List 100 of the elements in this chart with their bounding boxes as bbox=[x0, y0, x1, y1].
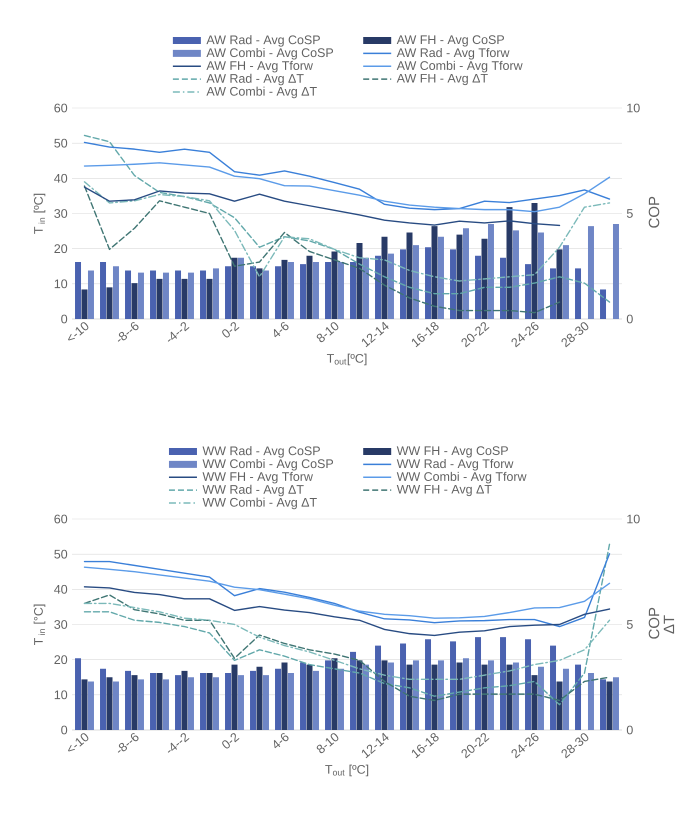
bar bbox=[125, 670, 132, 730]
legend-label: WW FH - Avg CoSP bbox=[396, 446, 508, 458]
y-axis-title: T $_{in}$ [ºC] bbox=[34, 194, 46, 234]
bar bbox=[106, 287, 112, 319]
bar bbox=[200, 270, 206, 319]
bar bbox=[200, 673, 206, 730]
x-tick-label: -4--2 bbox=[168, 322, 190, 342]
bar bbox=[438, 660, 444, 730]
bar bbox=[75, 262, 82, 319]
bar bbox=[525, 639, 532, 730]
bar bbox=[188, 677, 194, 730]
bar bbox=[175, 675, 182, 730]
x-tick-label: -4--2 bbox=[168, 733, 190, 753]
legend-label: WW Rad - Avg ΔT bbox=[202, 484, 304, 496]
bar bbox=[500, 258, 506, 319]
bar bbox=[262, 270, 269, 319]
bar bbox=[112, 266, 119, 319]
line-series bbox=[84, 186, 560, 226]
bar bbox=[512, 662, 519, 730]
bar bbox=[282, 260, 288, 319]
bar bbox=[212, 677, 219, 730]
bar bbox=[312, 262, 319, 319]
bar bbox=[412, 245, 419, 319]
bar bbox=[288, 262, 294, 319]
x-axis-title: T$_{out}$ [ºC] bbox=[325, 764, 368, 776]
line-series bbox=[84, 566, 610, 619]
y-tick-label: 50 bbox=[54, 550, 68, 559]
bar bbox=[462, 658, 469, 730]
bar bbox=[500, 637, 506, 730]
x-tick-label: -8--6 bbox=[118, 733, 139, 753]
x-tick-label: 8-10 bbox=[316, 322, 338, 342]
bar bbox=[188, 272, 194, 319]
bar bbox=[175, 270, 182, 319]
y-tick-label: 20 bbox=[54, 655, 68, 664]
bar bbox=[150, 270, 156, 319]
bar bbox=[600, 679, 606, 730]
line-series bbox=[84, 586, 610, 636]
bar bbox=[75, 658, 82, 730]
bar bbox=[525, 264, 532, 319]
bar bbox=[488, 224, 494, 319]
line-series bbox=[84, 134, 610, 303]
y2-tick-label: 10 bbox=[627, 514, 640, 524]
bar bbox=[162, 679, 169, 730]
bar bbox=[406, 664, 412, 730]
bar bbox=[125, 270, 132, 319]
bar bbox=[206, 278, 212, 319]
y2-tick-label: 5 bbox=[626, 209, 633, 218]
bar bbox=[538, 666, 544, 730]
y2-tick-label: 0 bbox=[626, 314, 633, 324]
bar bbox=[506, 664, 512, 730]
bar bbox=[456, 662, 462, 730]
bar bbox=[588, 226, 594, 319]
bar bbox=[325, 262, 332, 319]
x-tick-label: <-10 bbox=[68, 733, 88, 752]
y-tick-label: 60 bbox=[54, 514, 68, 524]
bar bbox=[462, 228, 469, 319]
bar bbox=[556, 681, 563, 730]
x-tick-label: 4-6 bbox=[274, 733, 289, 748]
bar bbox=[162, 272, 169, 319]
bar bbox=[182, 278, 188, 319]
bar bbox=[88, 270, 94, 319]
bar bbox=[275, 266, 282, 319]
bar bbox=[206, 673, 212, 730]
x-tick-label: 4-6 bbox=[274, 322, 289, 338]
bar bbox=[306, 256, 312, 319]
bar bbox=[425, 639, 432, 730]
y-tick-label: 0 bbox=[61, 726, 68, 734]
bar bbox=[338, 262, 344, 319]
y-tick-label: 10 bbox=[54, 279, 68, 288]
bar bbox=[362, 664, 369, 730]
bar bbox=[432, 226, 438, 319]
bar bbox=[262, 675, 269, 730]
bar bbox=[300, 662, 306, 730]
legend-label: AW FH - Avg ΔT bbox=[396, 74, 488, 86]
x-tick-label: -8--6 bbox=[118, 322, 139, 342]
bar bbox=[512, 230, 519, 319]
bar bbox=[550, 646, 556, 730]
y2-tick-label: 0 bbox=[626, 726, 633, 734]
legend-label: AW FH - Avg CoSP bbox=[396, 35, 504, 47]
bar bbox=[88, 681, 94, 730]
bar bbox=[150, 673, 156, 730]
legend-label: WW FH - Avg Tforw bbox=[202, 472, 313, 484]
x-tick-label: <-10 bbox=[68, 322, 88, 341]
legend-label: AW Rad - Avg Tforw bbox=[396, 48, 510, 60]
bar bbox=[450, 641, 456, 730]
bar bbox=[375, 256, 382, 319]
legend-label: AW Rad - Avg ΔT bbox=[206, 74, 304, 86]
bar bbox=[506, 207, 512, 319]
legend-label: WW Combi - Avg Tforw bbox=[396, 472, 527, 484]
y2-tick-label: 10 bbox=[627, 104, 640, 112]
bar bbox=[588, 673, 594, 730]
bar bbox=[388, 254, 394, 319]
bar bbox=[382, 660, 388, 730]
bar bbox=[212, 268, 219, 319]
bar bbox=[250, 266, 256, 319]
bar bbox=[256, 268, 262, 319]
bar bbox=[382, 236, 388, 319]
bar bbox=[250, 670, 256, 730]
bar bbox=[532, 202, 538, 319]
bar bbox=[225, 673, 232, 730]
